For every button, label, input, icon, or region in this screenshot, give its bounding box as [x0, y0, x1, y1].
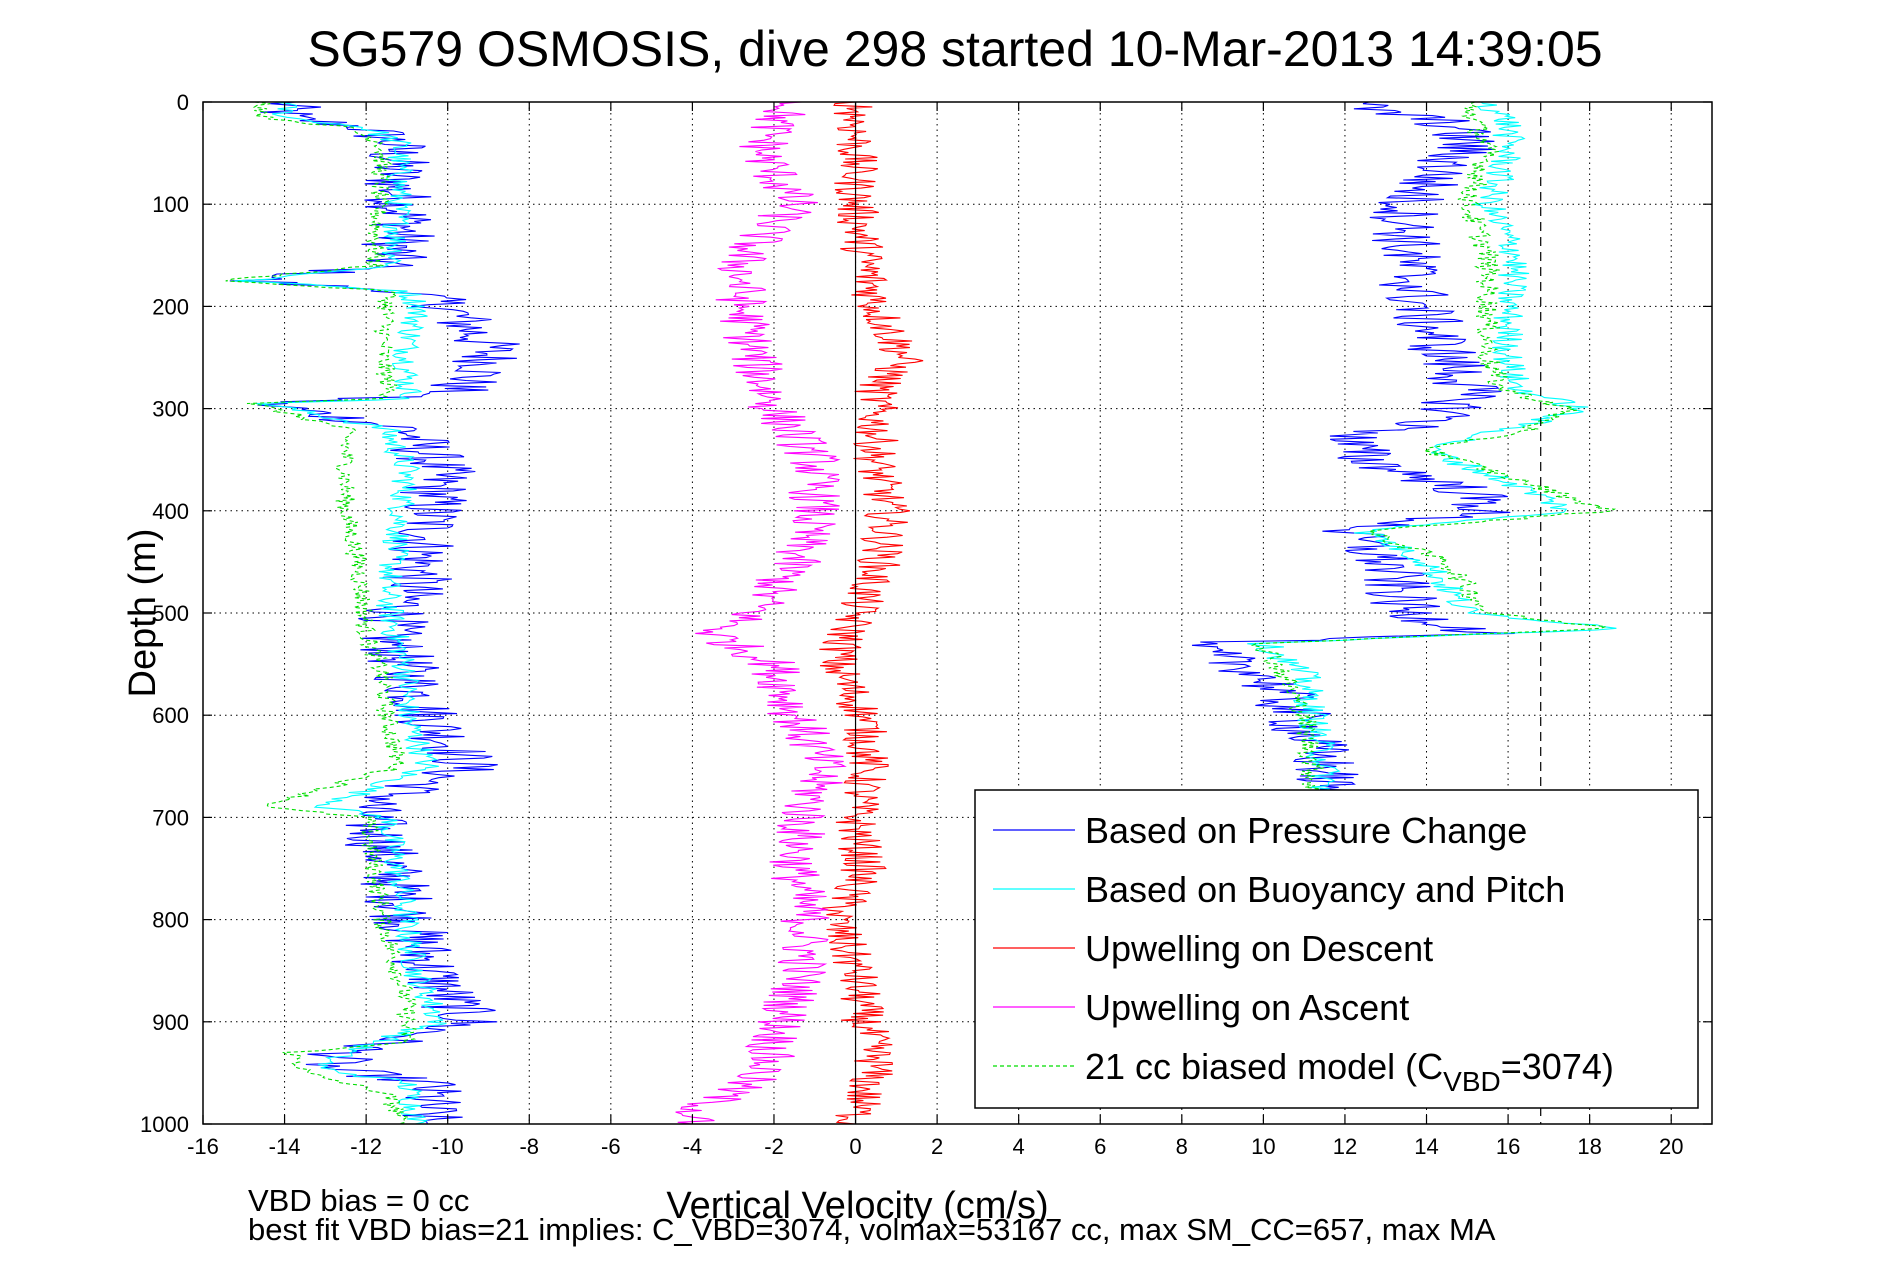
y-tick-label: 800: [152, 908, 189, 933]
y-tick-label: 500: [152, 601, 189, 626]
legend-box: [974, 789, 1699, 1109]
series-line-4: [675, 101, 847, 1125]
x-tick-label: 2: [931, 1134, 943, 1159]
series-line-2: [225, 101, 419, 1125]
legend-label-buoyancy-pitch: Based on Buoyancy and Pitch: [1085, 869, 1565, 910]
x-tick-label: 16: [1496, 1134, 1520, 1159]
y-tick-label: 1000: [140, 1112, 189, 1137]
x-tick-label: 18: [1577, 1134, 1601, 1159]
x-tick-labels: -16 -14 -12 -10 -8 -6 -4 -2 0 2 4 6 8 10 12 14 16 18 20: [187, 1134, 1683, 1159]
reference-lines: [854, 102, 1542, 1124]
legend: Based on Pressure Change Based on Buoyan…: [974, 789, 1699, 1109]
x-tick-label: 20: [1659, 1134, 1683, 1159]
x-tick-label: -8: [519, 1134, 539, 1159]
x-tick-label: -6: [601, 1134, 621, 1159]
x-tick-label: -14: [269, 1134, 301, 1159]
x-tick-label: -16: [187, 1134, 219, 1159]
series-line-6: [1247, 101, 1617, 798]
series-line-3: [819, 101, 924, 1125]
series-line-5: [1191, 101, 1515, 798]
x-tick-label: -4: [683, 1134, 703, 1159]
series-line-0: [229, 101, 520, 1125]
legend-label-pressure-change: Based on Pressure Change: [1085, 810, 1527, 851]
x-tick-label: 14: [1414, 1134, 1438, 1159]
y-tick-label: 600: [152, 703, 189, 728]
y-tick-label: 0: [177, 90, 189, 115]
y-tick-label: 900: [152, 1010, 189, 1035]
x-tick-label: 0: [849, 1134, 861, 1159]
legend-label-biased-model: 21 cc biased model (CVBD=3074): [1085, 1046, 1614, 1097]
x-tick-label: 6: [1094, 1134, 1106, 1159]
footer-line-1: VBD bias = 0 cc: [248, 1183, 469, 1218]
x-axis-label: Vertical Velocity (cm/s): [666, 1185, 1048, 1227]
x-tick-label: 8: [1176, 1134, 1188, 1159]
y-tick-label: 100: [152, 192, 189, 217]
legend-label-biased-model-main: 21 cc biased model (C: [1085, 1046, 1443, 1087]
y-tick-label: 400: [152, 499, 189, 524]
x-tick-label: 4: [1013, 1134, 1025, 1159]
legend-label-upwelling-descent: Upwelling on Descent: [1085, 928, 1433, 969]
axis-ticks: [202, 101, 1712, 1125]
x-tick-label: -10: [432, 1134, 464, 1159]
series-line-7: [1250, 101, 1617, 798]
chart-title: SG579 OSMOSIS, dive 298 started 10-Mar-2…: [307, 21, 1602, 77]
y-tick-label: 200: [152, 294, 189, 319]
legend-label-biased-model-subscript: VBD: [1443, 1066, 1501, 1097]
y-tick-labels: 0 100 200 300 400 500 600 700 800 900 1000: [140, 90, 189, 1137]
x-tick-label: 10: [1251, 1134, 1275, 1159]
x-tick-label: -12: [350, 1134, 382, 1159]
legend-label-upwelling-ascent: Upwelling on Ascent: [1085, 987, 1409, 1028]
plot-series: [225, 101, 1617, 1125]
y-axis-label: Depth (m): [122, 529, 164, 698]
footer-line-2: best fit VBD bias=21 implies: C_VBD=3074…: [248, 1212, 1496, 1247]
legend-label-biased-model-tail: =3074): [1501, 1046, 1614, 1087]
series-line-1: [234, 101, 447, 1125]
x-tick-label: 12: [1333, 1134, 1357, 1159]
y-tick-label: 700: [152, 805, 189, 830]
x-tick-label: -2: [764, 1134, 784, 1159]
y-tick-label: 300: [152, 397, 189, 422]
